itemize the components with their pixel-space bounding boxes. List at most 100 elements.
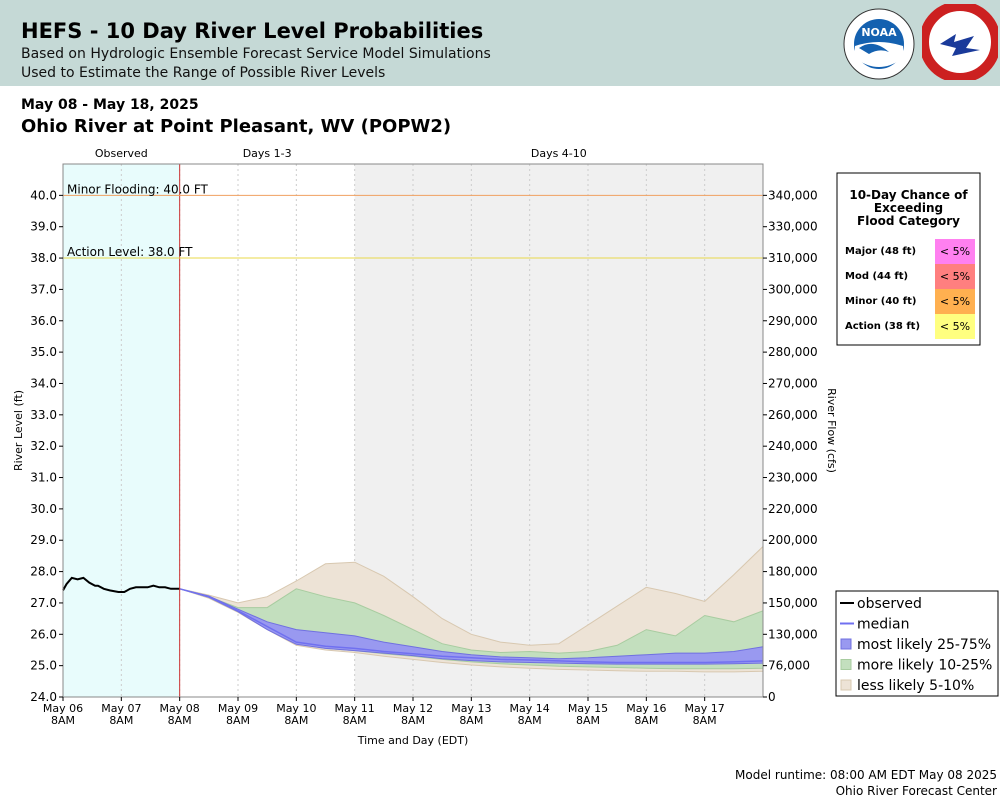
y2-tick-label: 290,000 xyxy=(768,314,818,328)
y2-tick-label: 240,000 xyxy=(768,439,818,453)
hefs-chart: Observed Days 1-3 Days 4-10 Minor Flooding… xyxy=(12,147,999,747)
x-tick-label-time: 8AM xyxy=(51,714,75,727)
x-tick-label-time: 8AM xyxy=(459,714,483,727)
observed-line xyxy=(62,576,180,593)
y2-tick-label: 130,000 xyxy=(768,627,818,641)
y-tick-label: 27.0 xyxy=(30,596,57,610)
chance-row-category: Action (38 ft) xyxy=(845,321,920,332)
legend-label: median xyxy=(857,617,909,633)
y-tick-label: 37.0 xyxy=(30,282,57,296)
legend-swatch xyxy=(840,679,852,691)
x-tick-label: May 13 xyxy=(451,702,491,715)
y-tick-label: 34.0 xyxy=(30,376,57,390)
x-tick-label-time: 8AM xyxy=(518,714,542,727)
legend-box xyxy=(835,590,999,697)
y-tick-label: 29.0 xyxy=(30,533,57,547)
page-title: HEFS - 10 Day River Level Probabilities xyxy=(21,19,484,43)
x-tick-label-time: 8AM xyxy=(343,714,367,727)
y2-tick-label: 260,000 xyxy=(768,408,818,422)
x-tick-label-time: 8AM xyxy=(168,714,192,727)
y-axis-title: River Level (ft) xyxy=(12,390,25,471)
y-tick-label: 38.0 xyxy=(30,251,57,265)
header-subtitle-1: Based on Hydrologic Ensemble Forecast Se… xyxy=(21,46,491,62)
x-tick-label: May 09 xyxy=(218,702,258,715)
axes: 24.0 25.0 26.0 27.0 28.0 29.0 30.0 31.0 32.0 33.0… xyxy=(12,163,838,747)
station-title: Ohio River at Point Pleasant, WV (POPW2) xyxy=(21,116,452,137)
x-tick-label: May 10 xyxy=(276,702,316,715)
y-tick-label: 24.0 xyxy=(30,690,57,704)
chance-row-category: Major (48 ft) xyxy=(845,246,916,257)
x-tick-label: May 16 xyxy=(626,702,666,715)
x-tick-label-time: 8AM xyxy=(693,714,717,727)
y2-tick-label: 340,000 xyxy=(768,188,818,202)
legend: observed median most likely 25-75% more lik… xyxy=(835,590,999,697)
y-tick-label: 40.0 xyxy=(30,188,57,202)
chance-table-title: Exceeding xyxy=(874,201,943,215)
chance-row-value: < 5% xyxy=(940,320,970,333)
y2-tick-label: 280,000 xyxy=(768,345,818,359)
x-tick-label: May 15 xyxy=(568,702,608,715)
noaa-logo: NOAA xyxy=(843,8,915,80)
x-tick-label: May 11 xyxy=(335,702,375,715)
y2-tick-label: 300,000 xyxy=(768,282,818,296)
y-tick-label: 33.0 xyxy=(30,408,57,422)
nws-logo xyxy=(922,4,998,80)
legend-label: less likely 5-10% xyxy=(857,678,974,694)
chance-row-category: Mod (44 ft) xyxy=(845,271,908,282)
y-tick-label: 28.0 xyxy=(30,565,57,579)
x-tick-label-time: 8AM xyxy=(634,714,658,727)
svg-text:NOAA: NOAA xyxy=(861,26,897,39)
chance-row-value: < 5% xyxy=(940,270,970,283)
x-axis-title: Time and Day (EDT) xyxy=(357,734,469,747)
y-tick-label: 31.0 xyxy=(30,471,57,485)
threshold-lines: Minor Flooding: 40.0 FT Action Level: 38.… xyxy=(63,182,763,259)
legend-label: most likely 25-75% xyxy=(857,637,991,653)
chance-table-title: Flood Category xyxy=(857,214,960,228)
period-label-1: Days 1-3 xyxy=(243,147,292,160)
model-runtime: Model runtime: 08:00 AM EDT May 08 2025 xyxy=(735,768,997,782)
x-tick-label: May 07 xyxy=(101,702,141,715)
legend-label: observed xyxy=(857,596,922,612)
y-tick-label: 35.0 xyxy=(30,345,57,359)
chance-table-title: 10-Day Chance of xyxy=(849,188,968,202)
series-lines xyxy=(62,164,764,697)
chance-row-swatch xyxy=(935,314,975,339)
y-tick-label: 25.0 xyxy=(30,659,57,673)
y2-tick-label: 180,000 xyxy=(768,565,818,579)
median-line xyxy=(179,588,764,664)
x-tick-label: May 06 xyxy=(43,702,83,715)
legend-label: more likely 10-25% xyxy=(857,658,992,674)
y2-tick-label: 200,000 xyxy=(768,533,818,547)
chance-row-category: Minor (40 ft) xyxy=(845,296,916,307)
y2-tick-label: 220,000 xyxy=(768,502,818,516)
y-tick-label: 26.0 xyxy=(30,627,57,641)
chance-row-swatch xyxy=(935,239,975,264)
legend-swatch xyxy=(840,638,852,650)
legend-swatch xyxy=(840,659,852,670)
chance-row-swatch xyxy=(935,264,975,289)
chance-row-swatch xyxy=(935,289,975,314)
y2-tick-label: 76,000 xyxy=(768,659,810,673)
y-tick-label: 36.0 xyxy=(30,314,57,328)
y2-tick-label: 270,000 xyxy=(768,376,818,390)
x-tick-label-time: 8AM xyxy=(401,714,425,727)
chance-row-value: < 5% xyxy=(940,295,970,308)
period-label-0: Observed xyxy=(95,147,148,160)
x-tick-label: May 12 xyxy=(393,702,433,715)
x-tick-label-time: 8AM xyxy=(284,714,308,727)
date-range: May 08 - May 18, 2025 xyxy=(21,97,199,113)
x-tick-label: May 08 xyxy=(160,702,200,715)
x-tick-label: May 17 xyxy=(685,702,725,715)
x-tick-label: May 14 xyxy=(510,702,550,715)
y2-tick-label: 330,000 xyxy=(768,220,818,234)
forecast-center: Ohio River Forecast Center xyxy=(835,784,997,798)
y-tick-label: 39.0 xyxy=(30,220,57,234)
threshold-label-1: Action Level: 38.0 FT xyxy=(67,245,193,259)
y-tick-label: 32.0 xyxy=(30,439,57,453)
x-tick-label-time: 8AM xyxy=(576,714,600,727)
y2-tick-label: 310,000 xyxy=(768,251,818,265)
chance-row-value: < 5% xyxy=(940,245,970,258)
y-tick-label: 30.0 xyxy=(30,502,57,516)
y2-tick-label: 0 xyxy=(768,690,776,704)
